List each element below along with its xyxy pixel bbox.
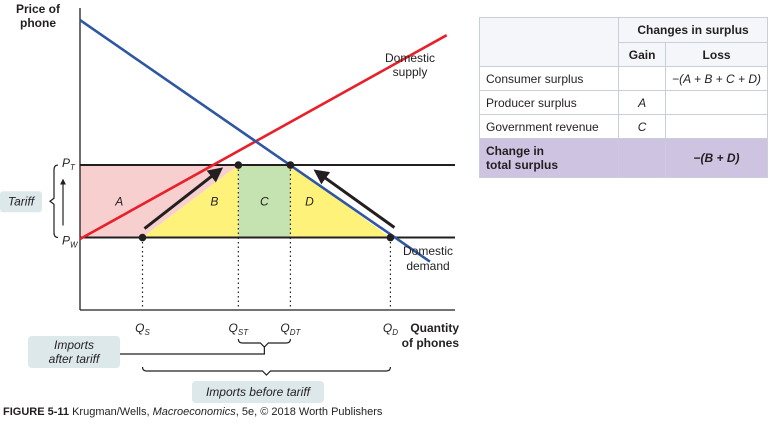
intersection-point — [234, 161, 243, 169]
markers — [138, 161, 396, 242]
total-loss: −(B + D) — [665, 138, 768, 178]
total-label-line1: Change in — [486, 144, 545, 158]
imports-after-tariff-box — [28, 336, 120, 368]
caption-book-title: Macroeconomics — [152, 406, 236, 418]
row-gain — [618, 66, 667, 91]
curves — [79, 19, 448, 263]
table-header-row: Changes in surplus — [478, 17, 768, 67]
supply-curve — [79, 34, 448, 241]
supply-label-line1: Domestic — [385, 51, 435, 65]
row-loss: −(A + B + C + D) — [665, 66, 768, 91]
region-a — [80, 165, 239, 238]
table-row: Producer surplus A — [478, 90, 768, 115]
caption-publisher: , 5e, © 2018 Worth Publishers — [235, 406, 383, 418]
axes — [79, 8, 455, 311]
y-axis-label-line2: phone — [20, 16, 56, 30]
header-loss: Loss — [665, 42, 768, 67]
tick-label-qd: QD — [383, 321, 398, 337]
caption-authors: Krugman/Wells, — [69, 406, 153, 418]
tick-label-qdt: QDT — [280, 321, 301, 337]
tariff-label-box — [0, 191, 42, 213]
surplus-table: Changes in surplus Gain Loss Consumer su… — [478, 17, 768, 178]
brace-before-tariff — [141, 366, 392, 376]
imports-before-tariff-box — [192, 381, 324, 403]
tariff-bracket — [49, 164, 59, 239]
supply-label-line2: supply — [393, 65, 428, 79]
arrow-supply-up — [143, 167, 224, 230]
region-label-c: C — [260, 194, 269, 208]
intersection-point — [138, 233, 147, 242]
table-row: Consumer surplus −(A + B + C + D) — [478, 66, 768, 91]
tick-label-pw: PW — [62, 234, 79, 250]
total-label: Change in total surplus — [478, 138, 620, 178]
header-changes-in-surplus: Changes in surplus — [618, 17, 768, 43]
tick-label-qs: QS — [135, 321, 150, 337]
region-label-b: B — [210, 194, 218, 208]
row-gain: A — [618, 90, 667, 115]
tick-label-qst: QST — [229, 321, 250, 337]
total-label-line2: total surplus — [486, 158, 559, 172]
imports-after-tariff-line2: after tariff — [49, 352, 101, 366]
tick-label-pt: PT — [62, 156, 76, 172]
table-subheader-row: Gain Loss — [480, 42, 768, 67]
table-row: Government revenue C — [478, 114, 768, 139]
brace-after-tariff — [237, 338, 292, 348]
total-gain — [618, 138, 667, 178]
y-axis-label-line1: Price of — [16, 2, 61, 16]
table-corner — [478, 17, 620, 67]
leader-after-tariff — [120, 347, 265, 355]
imports-after-tariff-line1: Imports — [54, 338, 94, 352]
region-c — [238, 165, 291, 238]
row-loss — [665, 114, 768, 139]
intersection-point — [386, 233, 395, 242]
demand-label-line1: Domestic — [403, 244, 453, 258]
region-b — [142, 165, 239, 238]
x-axis-label-line2: of phones — [402, 336, 460, 350]
x-axis-label-line1: Quantity — [410, 321, 459, 335]
row-gain: C — [618, 114, 667, 139]
demand-label-line2: demand — [406, 259, 449, 273]
region-label-a: A — [114, 194, 123, 208]
row-label: Consumer surplus — [478, 66, 620, 91]
region-label-d: D — [305, 194, 314, 208]
row-loss — [665, 90, 768, 115]
row-label: Government revenue — [478, 114, 620, 139]
figure-caption: FIGURE 5-11 Krugman/Wells, Macroeconomic… — [3, 406, 382, 418]
demand-curve — [79, 19, 431, 263]
tariff-label: Tariff — [8, 194, 36, 208]
row-label: Producer surplus — [478, 90, 620, 115]
intersection-point — [286, 161, 295, 169]
imports-before-tariff-label: Imports before tariff — [206, 385, 312, 399]
caption-figure-number: FIGURE 5-11 — [3, 406, 70, 418]
header-gain: Gain — [618, 42, 667, 67]
arrow-demand-up — [313, 169, 396, 229]
table-total-row: Change in total surplus −(B + D) — [478, 138, 768, 178]
